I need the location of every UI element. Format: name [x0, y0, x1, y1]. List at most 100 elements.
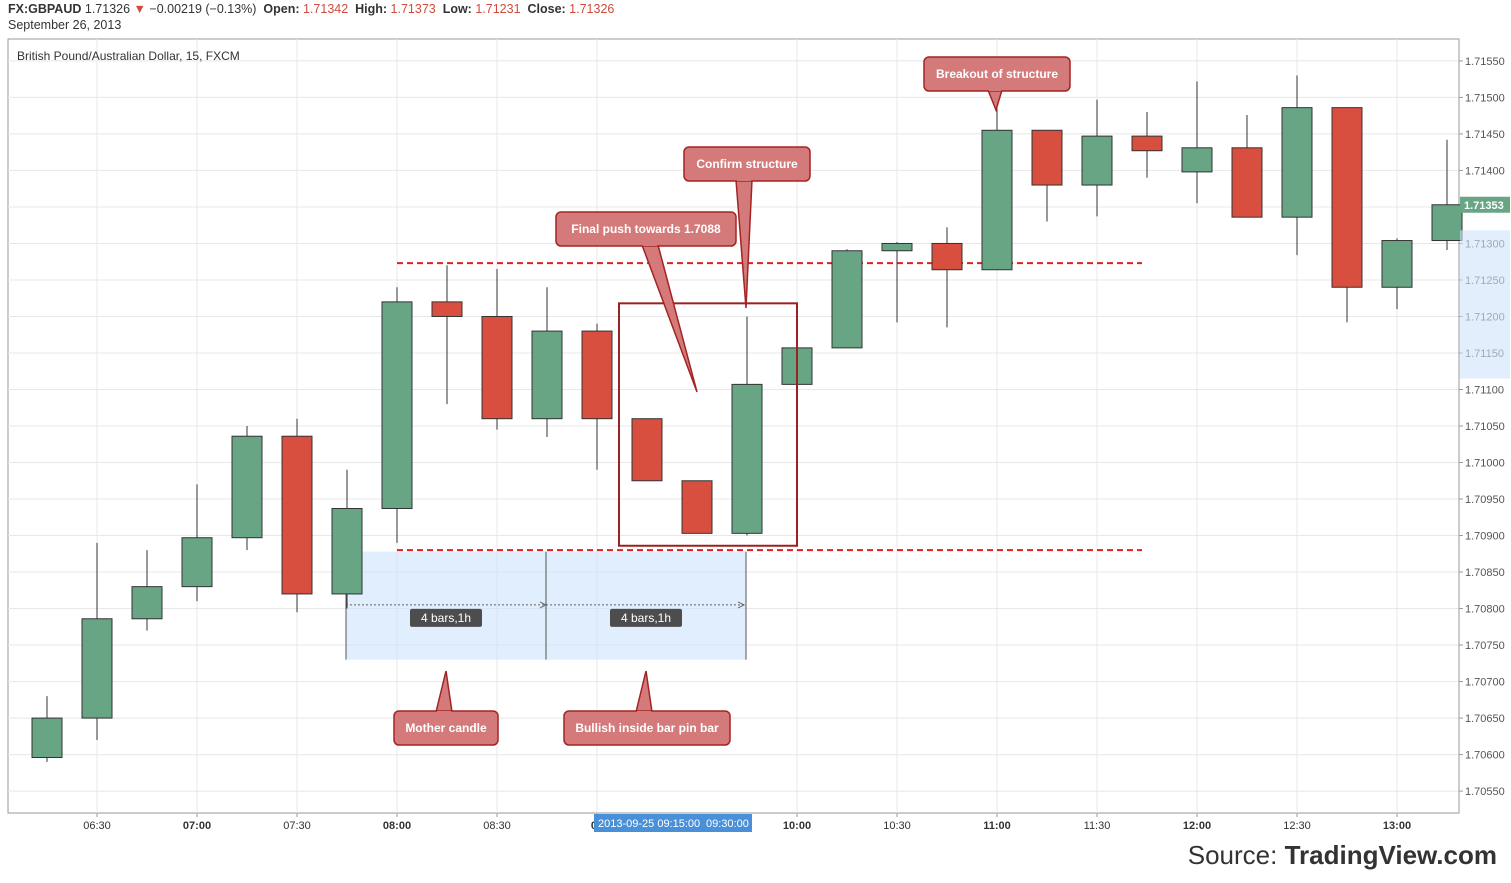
candle — [1081, 99, 1113, 217]
candle — [631, 418, 663, 482]
candle-body — [931, 242, 963, 271]
source-credit: Source: TradingView.com — [1188, 840, 1497, 871]
candle — [1381, 238, 1413, 310]
candle — [1231, 114, 1263, 218]
candle — [181, 484, 213, 602]
y-tick-label: 1.71450 — [1465, 129, 1505, 141]
x-tick-label: 12:00 — [1183, 820, 1211, 832]
x-tick-label: 11:00 — [983, 820, 1011, 832]
candle-body — [81, 618, 113, 719]
y-tick-label: 1.70850 — [1465, 567, 1505, 579]
bar-count-label: 4 bars,1h — [421, 611, 471, 625]
candle-body — [631, 418, 663, 482]
annotation-inside: Bullish inside bar pin bar — [563, 670, 731, 746]
candle-body — [1031, 129, 1063, 186]
candle — [1131, 112, 1163, 178]
x-tick-label: 07:00 — [183, 820, 211, 832]
candle-body — [981, 129, 1013, 271]
x-tick-label: 13:00 — [1383, 820, 1411, 832]
candle-body — [881, 242, 913, 252]
callout-seam — [989, 88, 1001, 91]
y-tick-label: 1.70900 — [1465, 531, 1505, 543]
candle-body — [1281, 107, 1313, 218]
candle-body — [531, 330, 563, 420]
candle-body — [681, 480, 713, 534]
arrowhead-icon — [539, 601, 548, 609]
candle-body — [431, 301, 463, 317]
candle — [1031, 129, 1063, 222]
candle-body — [1431, 204, 1463, 242]
y-tick-label: 1.70800 — [1465, 604, 1505, 616]
low-label: Low: — [442, 2, 472, 16]
annotation-breakout: Breakout of structure — [923, 56, 1071, 113]
candle — [931, 227, 963, 328]
chart-date: September 26, 2013 — [8, 18, 122, 32]
callout-seam — [643, 243, 657, 246]
y-tick-label: 1.70750 — [1465, 640, 1505, 652]
callout-text: Confirm structure — [696, 157, 798, 171]
last-price-label: 1.71353 — [1464, 200, 1504, 212]
candle-body — [1381, 240, 1413, 288]
candle-body — [381, 301, 413, 510]
x-tick-label: 06:30 — [83, 820, 111, 832]
callout-text: Mother candle — [405, 721, 487, 735]
source-prefix: Source: — [1187, 840, 1278, 870]
callout-seam — [637, 711, 651, 714]
y-tick-label: 1.71500 — [1465, 92, 1505, 104]
candle — [1431, 139, 1463, 251]
symbol-name: FX:GBPAUD — [8, 2, 82, 16]
candle-body — [1181, 147, 1213, 173]
callout-seam — [437, 711, 451, 714]
close-value: 1.71326 — [569, 2, 615, 16]
annotation-final_push: Final push towards 1.7088 — [555, 211, 737, 393]
candle-body — [1081, 135, 1113, 186]
candle-body — [331, 508, 363, 595]
candle — [831, 249, 863, 349]
date-range-tool: 4 bars,1h 4 bars,1h — [345, 551, 747, 660]
y-tick-label: 1.71400 — [1465, 165, 1505, 177]
candle-body — [731, 383, 763, 534]
last-price: 1.71326 — [84, 2, 131, 16]
candle — [281, 418, 313, 613]
candle-body — [231, 435, 263, 539]
bar-count-label: 4 bars,1h — [621, 611, 671, 625]
low-value: 1.71231 — [475, 2, 521, 16]
annotation-mother: Mother candle — [393, 670, 499, 746]
candle-body — [281, 435, 313, 595]
high-value: 1.71373 — [390, 2, 436, 16]
callout-text: Bullish inside bar pin bar — [575, 721, 719, 735]
candle — [81, 542, 113, 740]
y-tick-label: 1.70550 — [1465, 786, 1505, 798]
candle — [731, 316, 763, 536]
high-label: High: — [355, 2, 388, 16]
candle-body — [181, 537, 213, 588]
x-tick-label: 12:30 — [1283, 820, 1311, 832]
x-tick-label: 10:00 — [783, 820, 811, 832]
candle — [1331, 107, 1363, 323]
x-tick-label: 07:30 — [283, 820, 311, 832]
annotation-confirm: Confirm structure — [683, 146, 811, 309]
candle — [981, 108, 1013, 271]
candle — [231, 426, 263, 551]
candle — [531, 287, 563, 437]
callout-text: Breakout of structure — [936, 67, 1058, 81]
callout-text: Final push towards 1.7088 — [571, 222, 721, 236]
y-tick-label: 1.70950 — [1465, 494, 1505, 506]
candle-body — [1331, 107, 1363, 288]
candle — [681, 480, 713, 534]
price-change: −0.00219 (−0.13%) — [149, 2, 257, 16]
candle-body — [481, 315, 513, 420]
y-tick-label: 1.71550 — [1465, 56, 1505, 68]
y-tick-label: 1.71100 — [1465, 384, 1504, 396]
candle — [431, 265, 463, 405]
y-tick-label: 1.70650 — [1465, 713, 1505, 725]
down-arrow-icon: ▼ — [133, 2, 146, 16]
candle-body — [31, 717, 63, 759]
candle — [1281, 75, 1313, 256]
y-tick-label: 1.70600 — [1465, 750, 1505, 762]
structure-highlight-box — [618, 302, 798, 547]
date-range-end: 09:30:00 — [706, 818, 749, 830]
y-tick-label: 1.71000 — [1465, 458, 1505, 470]
arrowhead-icon — [737, 601, 746, 609]
